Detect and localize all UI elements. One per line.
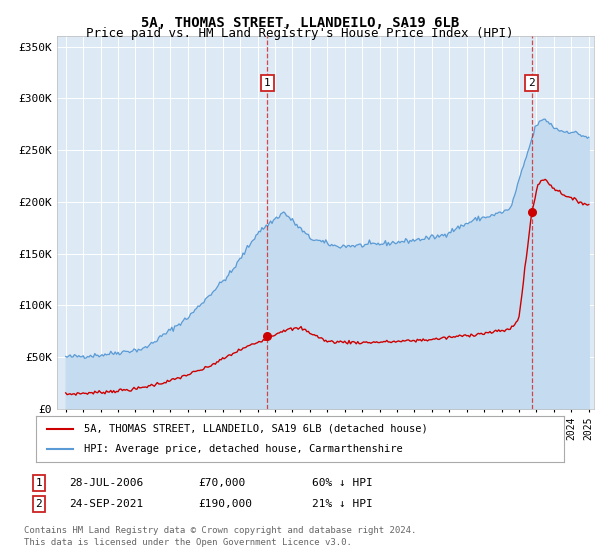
Text: 28-JUL-2006: 28-JUL-2006 <box>69 478 143 488</box>
Text: 60% ↓ HPI: 60% ↓ HPI <box>312 478 373 488</box>
Text: 1: 1 <box>35 478 43 488</box>
Text: £190,000: £190,000 <box>198 499 252 509</box>
Text: 24-SEP-2021: 24-SEP-2021 <box>69 499 143 509</box>
Text: 2: 2 <box>35 499 43 509</box>
Text: This data is licensed under the Open Government Licence v3.0.: This data is licensed under the Open Gov… <box>24 539 352 548</box>
Text: Contains HM Land Registry data © Crown copyright and database right 2024.: Contains HM Land Registry data © Crown c… <box>24 526 416 535</box>
Text: 21% ↓ HPI: 21% ↓ HPI <box>312 499 373 509</box>
Text: 5A, THOMAS STREET, LLANDEILO, SA19 6LB (detached house): 5A, THOMAS STREET, LLANDEILO, SA19 6LB (… <box>83 424 427 434</box>
Text: HPI: Average price, detached house, Carmarthenshire: HPI: Average price, detached house, Carm… <box>83 444 402 454</box>
Text: £70,000: £70,000 <box>198 478 245 488</box>
Text: Price paid vs. HM Land Registry's House Price Index (HPI): Price paid vs. HM Land Registry's House … <box>86 27 514 40</box>
Text: 1: 1 <box>264 78 271 88</box>
Text: 5A, THOMAS STREET, LLANDEILO, SA19 6LB: 5A, THOMAS STREET, LLANDEILO, SA19 6LB <box>141 16 459 30</box>
Text: 2: 2 <box>529 78 535 88</box>
